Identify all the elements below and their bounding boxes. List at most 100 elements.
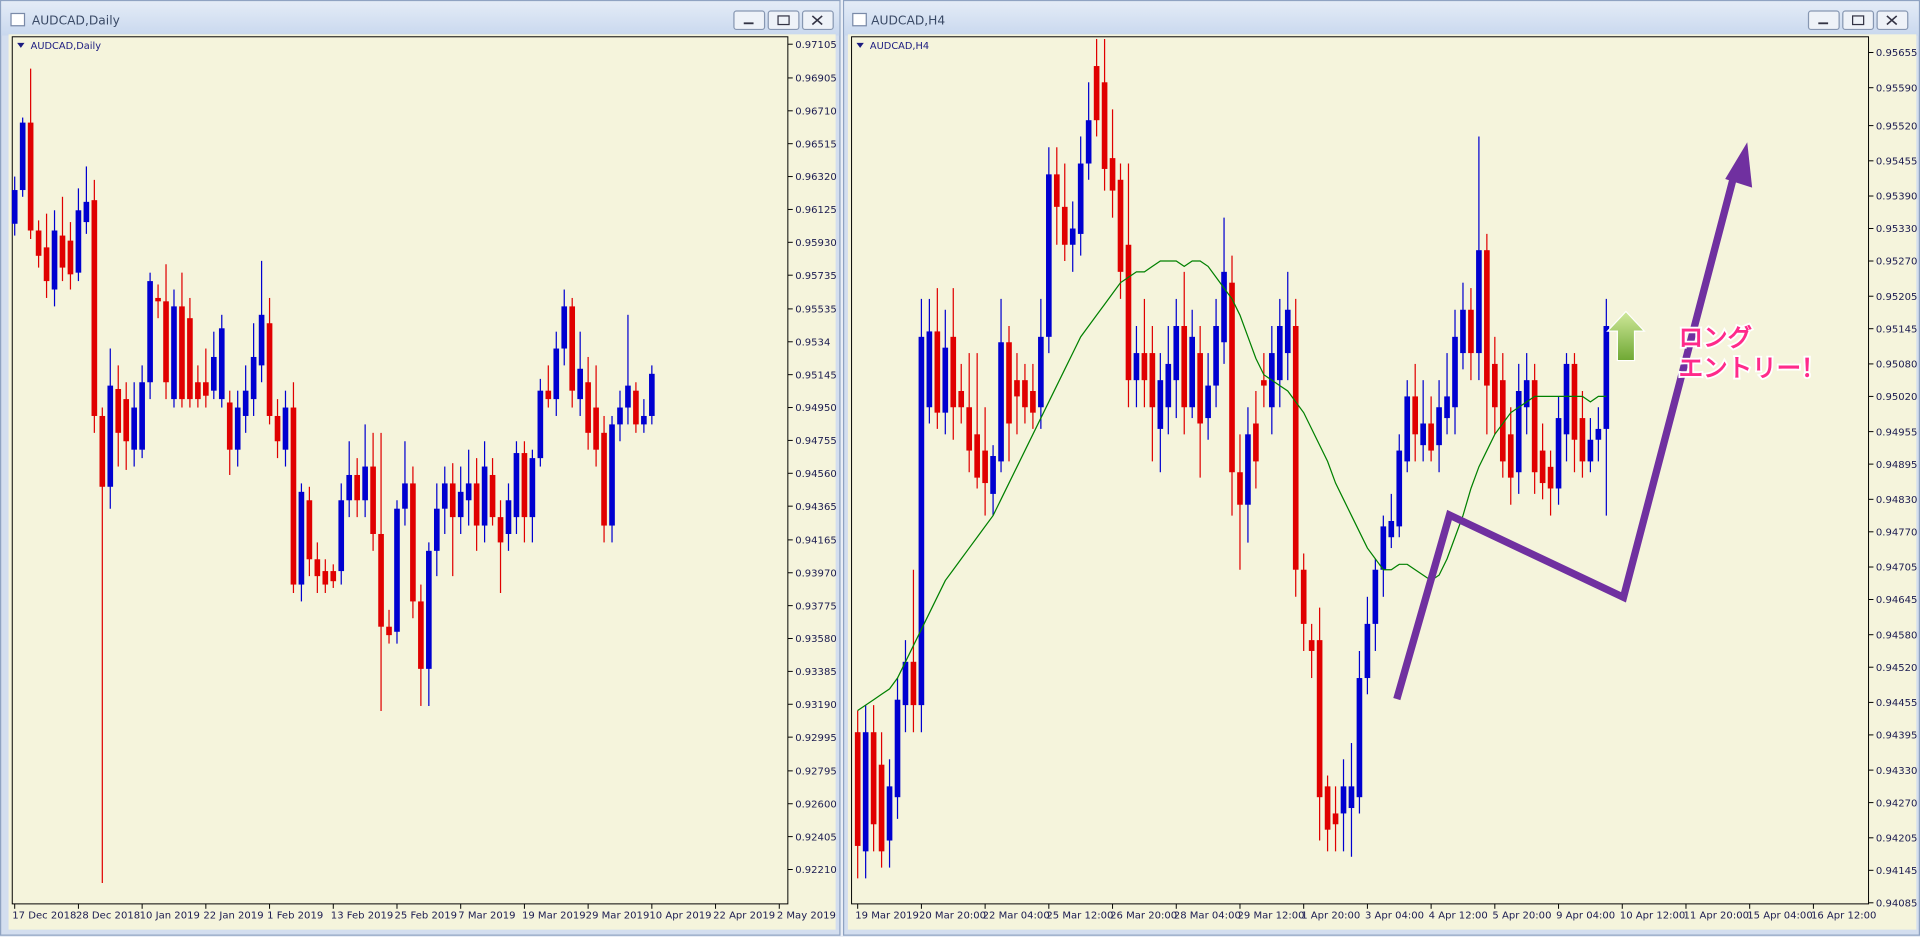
candle-body: [1229, 282, 1235, 473]
candle-body: [1555, 418, 1562, 489]
candle-body: [1571, 363, 1578, 440]
title-bar[interactable]: [844, 1, 1919, 36]
candle-body: [83, 201, 90, 223]
x-tick-label: 22 Apr 2019: [713, 911, 775, 922]
candle-body: [457, 491, 464, 518]
candle-body: [1388, 520, 1395, 538]
symbol-menu[interactable]: [17, 42, 25, 48]
window-daily: AUDCAD,Daily AUDCAD,Daily: [0, 0, 841, 936]
title-bar[interactable]: [1, 1, 840, 36]
candle-body: [910, 661, 917, 706]
candle-body: [314, 559, 321, 577]
x-tick-label: 16 Apr 12:00: [1811, 911, 1876, 922]
candle-body: [1372, 569, 1379, 624]
annotation: ロング: [1679, 323, 1753, 352]
candle-body: [1428, 423, 1434, 451]
candle-body: [1093, 66, 1100, 121]
candle-body: [35, 230, 42, 256]
y-tick-label: 0.92210: [795, 865, 837, 876]
candle-body: [553, 348, 560, 400]
y-tick-label: 0.94085: [1876, 898, 1918, 909]
candle-body: [147, 281, 153, 383]
candle-body: [1284, 309, 1291, 354]
candle-body: [1468, 309, 1474, 354]
maximize-button[interactable]: [1842, 10, 1875, 31]
candle-body: [1348, 786, 1355, 809]
plot-frame: [851, 36, 1870, 905]
y-tick-label: 0.9534: [795, 337, 830, 348]
x-tick-label: 10 Apr 12:00: [1620, 911, 1685, 922]
candle-body: [282, 407, 289, 450]
candle-body: [1444, 396, 1450, 419]
candle-body: [958, 390, 965, 408]
candle-body: [1364, 623, 1371, 679]
candle-body: [1507, 434, 1514, 478]
candle-body: [195, 382, 201, 400]
candle-body: [426, 550, 432, 669]
candle-body: [1101, 82, 1108, 169]
chart-area: [8, 34, 836, 930]
candle-body: [410, 483, 416, 602]
candle-body: [862, 732, 869, 852]
candle-body: [330, 571, 337, 582]
x-tick-label: 2 May 2019: [777, 911, 836, 922]
x-tick-label: 19 Mar 2019: [522, 911, 586, 922]
candle-body: [1340, 786, 1347, 814]
x-tick-label: 10 Jan 2019: [140, 911, 200, 922]
y-tick-label: 0.95020: [1876, 392, 1918, 403]
candle-body: [609, 424, 615, 526]
candle-body: [1006, 342, 1012, 424]
chart-label: AUDCAD,H4: [870, 41, 929, 52]
candle-body: [966, 407, 973, 451]
candle-body: [926, 331, 933, 408]
candle-body: [1587, 439, 1594, 462]
candle-body: [1499, 380, 1506, 462]
candle-body: [1245, 434, 1251, 505]
candle-body: [378, 533, 384, 627]
candle-body: [1261, 380, 1267, 386]
candle-body: [1053, 174, 1060, 207]
minimize-button[interactable]: [733, 10, 766, 31]
candle-body: [1539, 450, 1546, 484]
candle-body: [67, 240, 74, 275]
y-tick-label: 0.96710: [795, 106, 837, 117]
symbol-menu[interactable]: [856, 42, 864, 48]
y-tick-label: 0.94895: [1876, 460, 1918, 471]
y-tick-label: 0.93580: [795, 634, 837, 645]
candle-body: [1476, 250, 1482, 354]
candle-body: [577, 368, 583, 400]
candle-body: [402, 483, 408, 509]
candle-body: [1069, 228, 1076, 245]
candle-body: [1165, 363, 1172, 408]
close-button[interactable]: [1876, 10, 1909, 31]
candle-body: [1022, 380, 1028, 408]
candle-body: [250, 356, 257, 400]
candle-body: [338, 500, 345, 572]
close-button[interactable]: [801, 10, 834, 31]
candle-body: [585, 382, 591, 433]
candle-body: [902, 661, 909, 706]
candle-body: [521, 453, 528, 518]
window-title: AUDCAD,Daily: [32, 14, 120, 28]
window-icon: [852, 12, 867, 27]
x-tick-label: 4 Apr 12:00: [1429, 911, 1488, 922]
candle-body: [1085, 120, 1092, 164]
y-tick-label: 0.94455: [1876, 698, 1918, 709]
candle-body: [1197, 353, 1203, 424]
minimize-button[interactable]: [1807, 10, 1840, 31]
y-tick-label: 0.95655: [1876, 48, 1918, 59]
candle-body: [1205, 385, 1211, 419]
candle-body: [51, 230, 58, 290]
candle-body: [854, 732, 861, 846]
y-tick-label: 0.94330: [1876, 766, 1918, 777]
maximize-button[interactable]: [767, 10, 800, 31]
candle-body: [1579, 418, 1586, 462]
y-tick-label: 0.95205: [1876, 292, 1918, 303]
candle-body: [1125, 244, 1132, 381]
candle-body: [274, 415, 281, 442]
y-tick-label: 0.92600: [795, 799, 837, 810]
y-tick-label: 0.96515: [795, 139, 837, 150]
candle-body: [1038, 336, 1044, 408]
y-tick-label: 0.94950: [795, 403, 837, 414]
